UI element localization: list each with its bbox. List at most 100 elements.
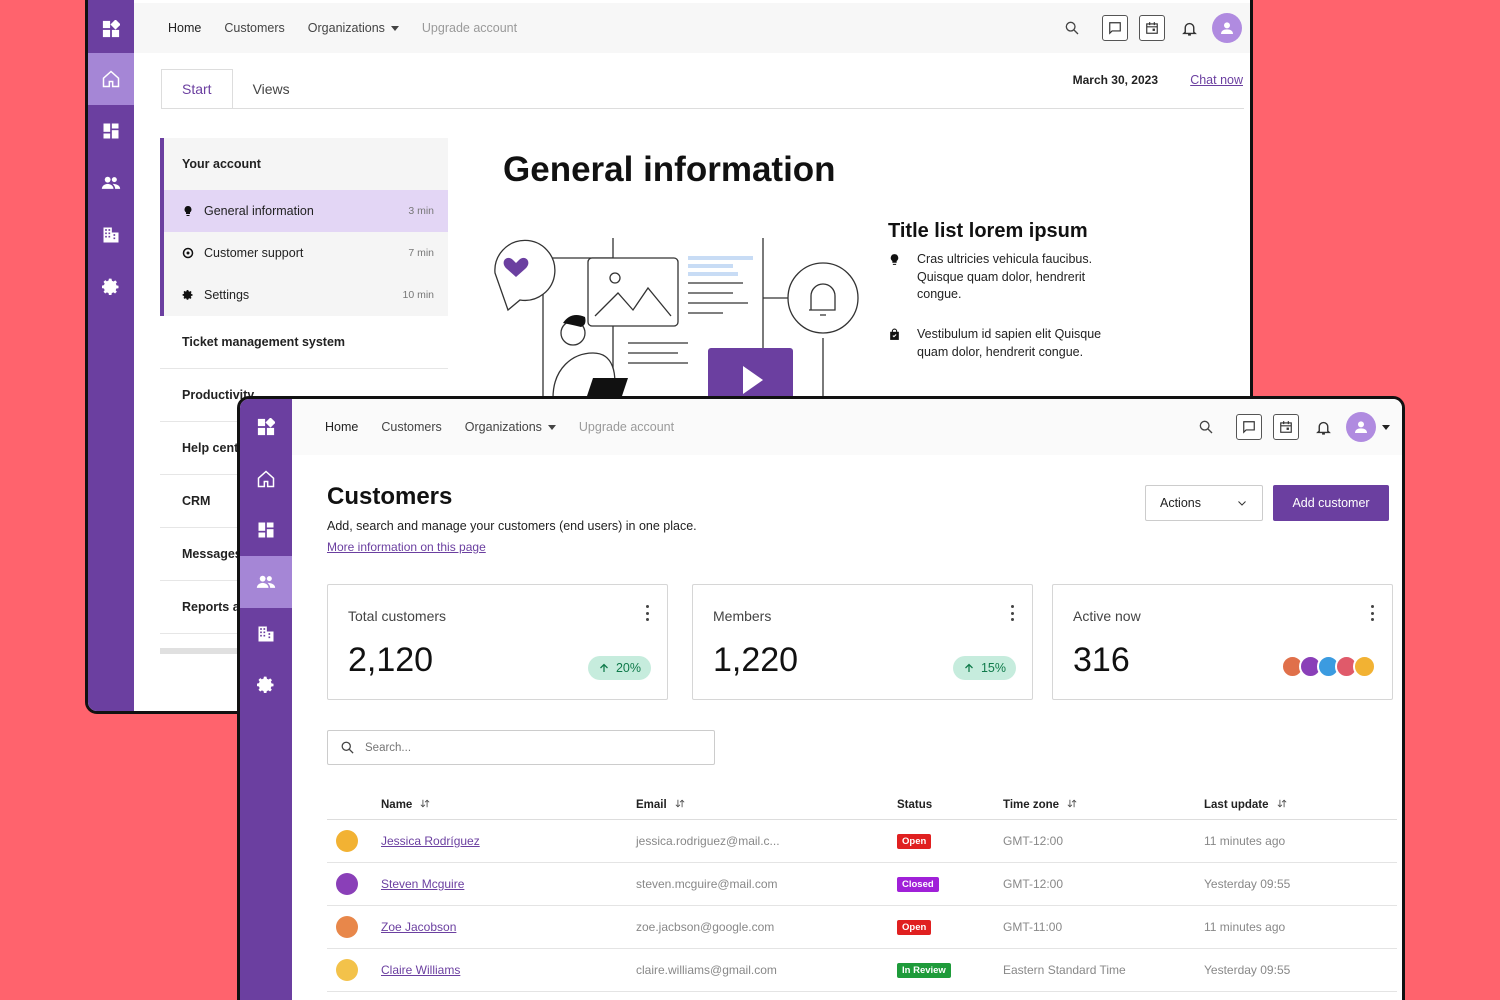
section-title[interactable]: Your account	[182, 157, 261, 171]
customer-avatar[interactable]	[336, 915, 358, 938]
customer-avatar[interactable]	[336, 958, 358, 981]
nav-home[interactable]: Home	[325, 420, 359, 434]
list-item-text: Cras ultricies vehicula faucibus. Quisqu…	[917, 252, 1093, 301]
customer-name-link[interactable]: Jessica Rodríguez	[381, 833, 480, 848]
menu-item-general-information[interactable]: General information 3 min	[164, 190, 448, 232]
calendar-button[interactable]	[1139, 15, 1165, 41]
nav-upgrade[interactable]: Upgrade account	[421, 21, 518, 35]
list-item: Cras ultricies vehicula faucibus. Quisqu…	[888, 251, 1118, 304]
users-icon[interactable]	[240, 556, 292, 608]
timezone-cell: GMT-12:00	[1003, 819, 1204, 863]
bell-icon	[1315, 421, 1331, 435]
menu-item-customer-support[interactable]: Customer support 7 min	[164, 232, 448, 274]
tab-start[interactable]: Start	[161, 69, 233, 109]
stat-card-total-customers: Total customers 2,120 20%	[327, 584, 668, 700]
user-avatar[interactable]	[1346, 412, 1376, 442]
sort-icon[interactable]	[1277, 798, 1287, 812]
building-icon[interactable]	[240, 608, 292, 660]
more-info-link[interactable]: More information on this page	[327, 540, 486, 554]
customers-page: Customers Add, search and manage your cu…	[327, 455, 1402, 1000]
column-header-last-update[interactable]: Last update	[1204, 791, 1397, 820]
chevron-down-icon	[1238, 501, 1246, 506]
timezone-cell: GMT-12:00	[1003, 862, 1204, 906]
active-users-avatars[interactable]	[1281, 655, 1376, 678]
notifications-button[interactable]	[1176, 15, 1202, 41]
status-badge: Closed	[897, 876, 939, 892]
name-cell: Claire Williams	[381, 948, 636, 992]
nav-organizations-label: Organizations	[307, 21, 385, 35]
actions-dropdown[interactable]: Actions	[1145, 485, 1263, 521]
customer-name-link[interactable]: Zoe Jacobson	[381, 919, 457, 934]
status-badge: In Review	[897, 962, 951, 978]
calendar-button[interactable]	[1273, 414, 1299, 440]
search-icon[interactable]	[1198, 419, 1214, 435]
column-label: Email	[636, 798, 667, 811]
chat-now-link[interactable]: Chat now	[1190, 73, 1243, 87]
column-header-email[interactable]: Email	[636, 791, 897, 820]
chat-icon	[1109, 22, 1121, 35]
caret-down-icon	[547, 424, 556, 430]
home-icon[interactable]	[88, 53, 134, 105]
app-logo-icon[interactable]	[88, 3, 134, 55]
dashboard-icon[interactable]	[240, 504, 292, 556]
nav-customers[interactable]: Customers	[381, 420, 442, 434]
title-list-heading: Title list lorem ipsum	[888, 220, 1088, 242]
users-icon[interactable]	[88, 157, 134, 209]
customer-name-link[interactable]: Claire Williams	[381, 962, 461, 977]
gear-icon[interactable]	[88, 261, 134, 313]
email-cell: steven.mcguire@mail.com	[636, 862, 897, 906]
column-label: Time zone	[1003, 798, 1060, 811]
building-icon[interactable]	[88, 209, 134, 261]
column-label: Name	[381, 798, 413, 811]
search-input[interactable]	[365, 741, 665, 754]
column-header-time-zone[interactable]: Time zone	[1003, 791, 1204, 820]
caret-down-icon[interactable]	[1382, 424, 1390, 430]
column-header-name[interactable]: Name	[381, 791, 636, 820]
sort-icon[interactable]	[675, 798, 685, 812]
app-logo-icon[interactable]	[240, 401, 292, 453]
stat-change-value: 15%	[980, 661, 1006, 675]
nav-customers[interactable]: Customers	[224, 21, 285, 35]
status-badge: Open	[897, 833, 932, 849]
table-row[interactable]: Claire Williams claire.williams@gmail.com…	[327, 948, 1397, 992]
menu-item-label: Customer support	[204, 246, 304, 260]
notifications-button[interactable]	[1310, 414, 1336, 440]
customer-avatar[interactable]	[336, 872, 358, 895]
table-row[interactable]: Zoe Jacobson zoe.jacbson@google.com Open GM…	[327, 905, 1397, 949]
menu-item-label: Settings	[204, 288, 250, 302]
home-icon[interactable]	[240, 453, 292, 505]
sort-icon[interactable]	[1067, 798, 1077, 812]
search-icon	[341, 741, 354, 754]
actions-label: Actions	[1160, 496, 1201, 510]
list-item: Vestibulum id sapien elit Quisque quam d…	[888, 326, 1118, 361]
gear-icon[interactable]	[240, 659, 292, 711]
tab-views[interactable]: Views	[252, 81, 290, 97]
customer-name-link[interactable]: Steven Mcguire	[381, 876, 465, 891]
add-customer-button[interactable]: Add customer	[1273, 485, 1389, 521]
nav-upgrade[interactable]: Upgrade account	[578, 420, 675, 434]
caret-down-icon	[390, 25, 399, 31]
timezone-cell: Eastern Standard Time	[1003, 948, 1204, 992]
nav-organizations[interactable]: Organizations	[308, 21, 399, 35]
page-title: Customers	[327, 483, 453, 510]
more-options-icon[interactable]	[1370, 605, 1374, 621]
dashboard-icon[interactable]	[88, 105, 134, 157]
user-icon	[1221, 22, 1233, 34]
more-options-icon[interactable]	[645, 605, 649, 621]
search-icon[interactable]	[1064, 20, 1080, 36]
sort-icon[interactable]	[420, 798, 430, 812]
menu-section-ticket-management[interactable]: Ticket management system	[160, 316, 448, 369]
search-field[interactable]	[327, 730, 715, 765]
nav-organizations[interactable]: Organizations	[465, 420, 556, 434]
stat-label: Total customers	[348, 608, 447, 624]
chat-button[interactable]	[1102, 15, 1128, 41]
lightbulb-icon	[184, 206, 192, 216]
nav-home[interactable]: Home	[168, 21, 202, 35]
customer-avatar[interactable]	[336, 829, 358, 852]
chat-button[interactable]	[1236, 414, 1262, 440]
table-row[interactable]: Steven Mcguire steven.mcguire@mail.com Clo…	[327, 862, 1397, 906]
menu-item-settings[interactable]: Settings 10 min	[164, 274, 448, 316]
table-row[interactable]: Jessica Rodríguez jessica.rodriguez@mail.…	[327, 819, 1397, 863]
more-options-icon[interactable]	[1010, 605, 1014, 621]
user-avatar[interactable]	[1212, 13, 1242, 43]
